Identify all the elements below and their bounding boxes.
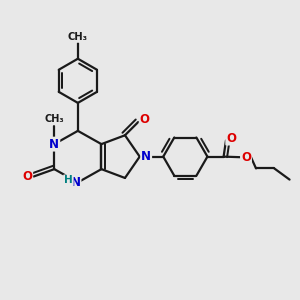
Text: H: H [64, 175, 73, 185]
Text: O: O [140, 112, 150, 126]
Text: N: N [49, 138, 59, 151]
Text: N: N [141, 150, 151, 163]
Text: N: N [70, 176, 80, 189]
Text: O: O [241, 151, 251, 164]
Text: O: O [22, 170, 32, 183]
Text: O: O [226, 132, 236, 145]
Text: CH₃: CH₃ [68, 32, 88, 42]
Text: CH₃: CH₃ [44, 114, 64, 124]
